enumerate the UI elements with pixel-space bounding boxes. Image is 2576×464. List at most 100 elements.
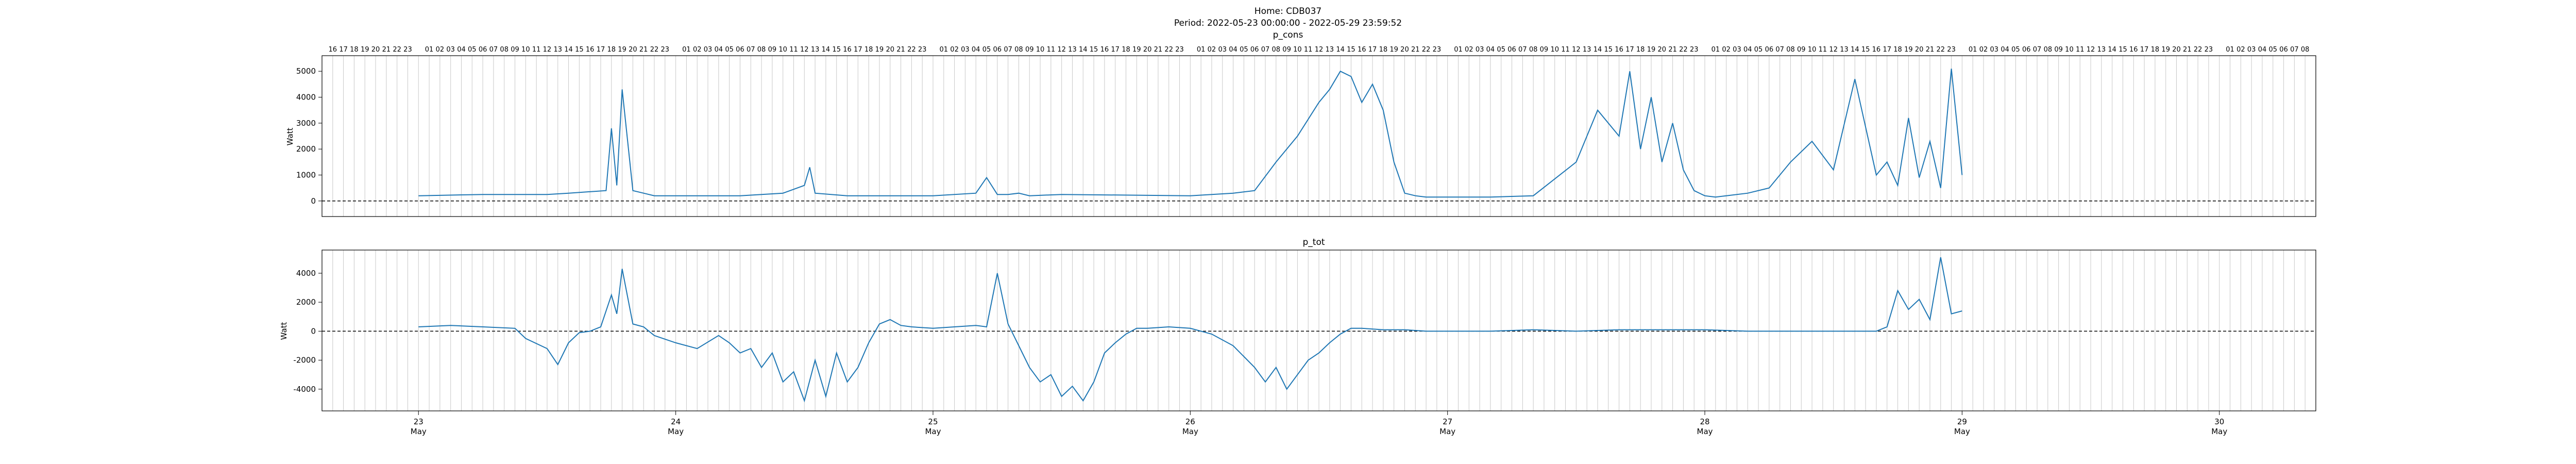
top-hour-tick-label: 01 — [2226, 46, 2234, 54]
top-hour-tick-label: 06 — [2279, 46, 2288, 54]
month-tick-label: May — [1954, 427, 1970, 436]
top-hour-tick-label: 18 — [350, 46, 359, 54]
top-hour-tick-label: 13 — [2097, 46, 2106, 54]
top-hour-tick-label: 23 — [661, 46, 670, 54]
top-hour-tick-label: 08 — [500, 46, 509, 54]
top-hour-tick-label: 08 — [1786, 46, 1795, 54]
top-hour-tick-label: 14 — [564, 46, 573, 54]
top-hour-tick-label: 21 — [382, 46, 391, 54]
top-hour-tick-label: 23 — [918, 46, 927, 54]
top-hour-tick-label: 19 — [1389, 46, 1398, 54]
top-hour-tick-label: 22 — [650, 46, 659, 54]
day-tick-label: 26 — [1185, 417, 1195, 426]
top-hour-tick-label: 04 — [1229, 46, 1238, 54]
top-hour-tick-label: 03 — [1476, 46, 1484, 54]
bottom-y-tick-label: -2000 — [293, 356, 316, 365]
top-hour-tick-label: 18 — [1893, 46, 1902, 54]
top-y-tick-label: 3000 — [296, 119, 316, 128]
top-hour-tick-label: 22 — [1937, 46, 1945, 54]
top-y-axis: 0 1000 2000 3000 4000 5000 — [296, 67, 322, 206]
day-tick-label: 24 — [671, 417, 681, 426]
top-hour-tick-label: 23 — [1433, 46, 1442, 54]
top-hour-tick-label: 19 — [2161, 46, 2170, 54]
top-hour-tick-label: 19 — [1647, 46, 1656, 54]
top-chart: p_cons 16 17 18 19 20 21 22 23 01 02 03 04 05 06 07 08 0… — [285, 30, 2316, 217]
top-hour-tick-label: 07 — [1518, 46, 1527, 54]
top-hour-tick-label: 15 — [832, 46, 841, 54]
top-hour-tick-label: 05 — [982, 46, 991, 54]
top-hour-tick-label: 08 — [757, 46, 766, 54]
top-hour-tick-label: 06 — [993, 46, 1002, 54]
top-hour-tick-label: 06 — [479, 46, 487, 54]
day-tick-label: 23 — [414, 417, 423, 426]
top-hour-tick-label: 21 — [2183, 46, 2192, 54]
top-hour-tick-label: 07 — [1775, 46, 1784, 54]
top-hour-tick-label: 10 — [521, 46, 530, 54]
top-hour-tick-label: 14 — [1079, 46, 1088, 54]
top-hour-tick-label: 04 — [2258, 46, 2267, 54]
top-hour-tick-label: 20 — [371, 46, 380, 54]
top-hour-tick-label: 12 — [800, 46, 809, 54]
top-hour-tick-label: 05 — [725, 46, 734, 54]
top-hour-tick-label: 13 — [1840, 46, 1849, 54]
bottom-y-axis-label: Watt — [279, 322, 289, 340]
top-hour-tick-label: 09 — [1540, 46, 1549, 54]
top-hour-tick-label: 08 — [1014, 46, 1023, 54]
day-tick-label: 28 — [1700, 417, 1709, 426]
top-hour-tick-label: 02 — [1465, 46, 1473, 54]
top-hour-tick-label: 17 — [339, 46, 348, 54]
top-hour-tick-label: 04 — [972, 46, 980, 54]
top-hour-tick-label: 21 — [639, 46, 648, 54]
top-hour-tick-label: 19 — [1132, 46, 1141, 54]
top-hour-tick-label: 12 — [1572, 46, 1581, 54]
top-hour-tick-label: 05 — [1754, 46, 1763, 54]
top-hour-tick-label: 10 — [1550, 46, 1559, 54]
top-hour-tick-label: 19 — [875, 46, 884, 54]
top-hour-tick-label: 14 — [1336, 46, 1345, 54]
top-hour-tick-label: 22 — [393, 46, 401, 54]
top-hour-tick-label: 01 — [1454, 46, 1463, 54]
day-tick-label: 30 — [2214, 417, 2224, 426]
top-hour-tick-label: 23 — [2205, 46, 2213, 54]
top-hour-tick-label: 17 — [1368, 46, 1377, 54]
chart-title-p-tot: p_tot — [1302, 237, 1325, 247]
top-hour-tick-label: 13 — [553, 46, 562, 54]
top-hour-tick-label: 15 — [1090, 46, 1098, 54]
top-y-tick-label: 2000 — [296, 144, 316, 154]
top-hour-tick-label: 12 — [1315, 46, 1324, 54]
top-hour-tick-label: 18 — [1636, 46, 1645, 54]
top-hour-tick-label: 16 — [329, 46, 337, 54]
top-hour-tick-label: 01 — [1711, 46, 1720, 54]
chart-title-p-cons: p_cons — [1273, 30, 1303, 40]
top-hour-tick-label: 13 — [1583, 46, 1591, 54]
top-hour-tick-label: 14 — [822, 46, 831, 54]
top-hour-tick-label: 20 — [1400, 46, 1409, 54]
top-hour-tick-label: 22 — [1164, 46, 1173, 54]
top-y-axis-label: Watt — [285, 127, 295, 145]
top-hour-tick-label: 03 — [1990, 46, 1999, 54]
top-hour-tick-label: 04 — [715, 46, 723, 54]
day-tick-label: 25 — [928, 417, 938, 426]
top-hour-tick-label: 05 — [1240, 46, 1248, 54]
top-hour-tick-label: 05 — [2269, 46, 2278, 54]
top-hour-tick-label: 09 — [1025, 46, 1034, 54]
top-hour-tick-label: 11 — [2076, 46, 2084, 54]
top-hour-tick-label: 15 — [1604, 46, 1613, 54]
top-hour-tick-label: 13 — [811, 46, 820, 54]
top-hour-tick-label: 20 — [1658, 46, 1667, 54]
top-hour-tick-label: 01 — [425, 46, 434, 54]
top-hour-tick-label: 02 — [2236, 46, 2245, 54]
figure-title-line1: Home: CDB037 — [1255, 6, 1321, 16]
top-hour-tick-label: 10 — [1036, 46, 1045, 54]
month-tick-label: May — [1697, 427, 1713, 436]
top-hour-tick-label: 08 — [2044, 46, 2053, 54]
top-hour-tick-label: 22 — [1679, 46, 1688, 54]
top-hour-tick-label: 02 — [436, 46, 445, 54]
top-hour-tick-label: 03 — [1733, 46, 1741, 54]
top-hour-tick-label: 08 — [1272, 46, 1281, 54]
top-hour-tick-label: 09 — [1797, 46, 1806, 54]
bottom-hour-gridlines — [332, 250, 2306, 411]
